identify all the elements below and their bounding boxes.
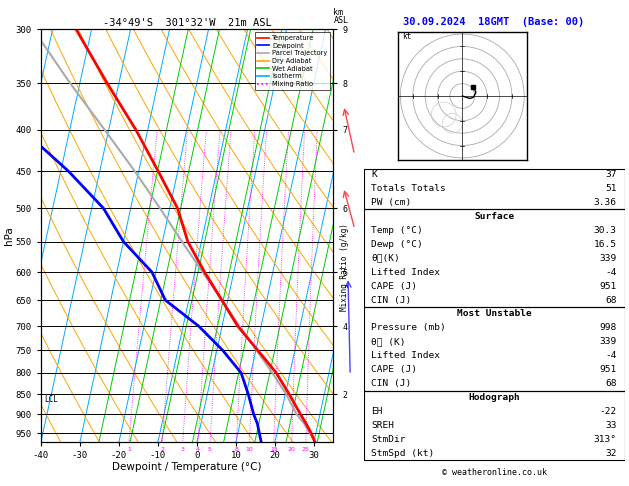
Text: 68: 68: [605, 379, 617, 388]
Text: 16.5: 16.5: [594, 240, 617, 249]
Text: km
ASL: km ASL: [333, 8, 348, 25]
Text: 20: 20: [287, 447, 296, 452]
Text: 951: 951: [599, 365, 617, 374]
Text: θᴄ(K): θᴄ(K): [371, 254, 400, 263]
Text: θᴄ (K): θᴄ (K): [371, 337, 406, 347]
Text: 10: 10: [245, 447, 253, 452]
Text: CAPE (J): CAPE (J): [371, 281, 418, 291]
Text: Hodograph: Hodograph: [468, 393, 520, 402]
Text: 32: 32: [605, 449, 617, 458]
Text: 313°: 313°: [594, 435, 617, 444]
Text: EH: EH: [371, 407, 383, 416]
Text: 8: 8: [235, 447, 238, 452]
Text: 2: 2: [160, 447, 164, 452]
Text: Totals Totals: Totals Totals: [371, 184, 446, 193]
Text: 15: 15: [270, 447, 277, 452]
Text: 33: 33: [605, 421, 617, 430]
Text: 51: 51: [605, 184, 617, 193]
Text: 3.36: 3.36: [594, 198, 617, 207]
Text: CAPE (J): CAPE (J): [371, 365, 418, 374]
Text: Mixing Ratio (g/kg): Mixing Ratio (g/kg): [340, 224, 348, 311]
Text: Lifted Index: Lifted Index: [371, 268, 440, 277]
Text: 998: 998: [599, 323, 617, 332]
Text: Lifted Index: Lifted Index: [371, 351, 440, 360]
Y-axis label: hPa: hPa: [4, 226, 14, 245]
Text: PW (cm): PW (cm): [371, 198, 411, 207]
Text: -4: -4: [605, 351, 617, 360]
Text: -4: -4: [605, 268, 617, 277]
Title: -34°49'S  301°32'W  21m ASL: -34°49'S 301°32'W 21m ASL: [103, 18, 272, 28]
Text: -22: -22: [599, 407, 617, 416]
Bar: [364, 391, 625, 460]
Bar: [364, 209, 625, 307]
Text: 1: 1: [127, 447, 131, 452]
Text: CIN (J): CIN (J): [371, 295, 411, 305]
Text: 30.3: 30.3: [594, 226, 617, 235]
Text: SREH: SREH: [371, 421, 394, 430]
Text: Dewp (°C): Dewp (°C): [371, 240, 423, 249]
Text: 4: 4: [196, 447, 200, 452]
Text: 339: 339: [599, 337, 617, 347]
Text: kt: kt: [402, 32, 411, 41]
Text: StmSpd (kt): StmSpd (kt): [371, 449, 435, 458]
Bar: [364, 169, 625, 209]
Text: Most Unstable: Most Unstable: [457, 310, 532, 318]
Text: © weatheronline.co.uk: © weatheronline.co.uk: [442, 468, 547, 477]
Text: 3: 3: [181, 447, 185, 452]
Text: 30.09.2024  18GMT  (Base: 00): 30.09.2024 18GMT (Base: 00): [403, 17, 584, 27]
Bar: [364, 307, 625, 391]
Text: 68: 68: [605, 295, 617, 305]
Text: 951: 951: [599, 281, 617, 291]
Text: LCL: LCL: [44, 395, 58, 403]
Text: K: K: [371, 170, 377, 179]
Text: StmDir: StmDir: [371, 435, 406, 444]
Text: 339: 339: [599, 254, 617, 263]
Text: Pressure (mb): Pressure (mb): [371, 323, 446, 332]
Text: 5: 5: [208, 447, 212, 452]
X-axis label: Dewpoint / Temperature (°C): Dewpoint / Temperature (°C): [113, 462, 262, 472]
Text: Temp (°C): Temp (°C): [371, 226, 423, 235]
Text: CIN (J): CIN (J): [371, 379, 411, 388]
Text: 37: 37: [605, 170, 617, 179]
Text: Surface: Surface: [474, 212, 514, 221]
Legend: Temperature, Dewpoint, Parcel Trajectory, Dry Adiabat, Wet Adiabat, Isotherm, Mi: Temperature, Dewpoint, Parcel Trajectory…: [255, 33, 330, 90]
Text: 25: 25: [302, 447, 309, 452]
